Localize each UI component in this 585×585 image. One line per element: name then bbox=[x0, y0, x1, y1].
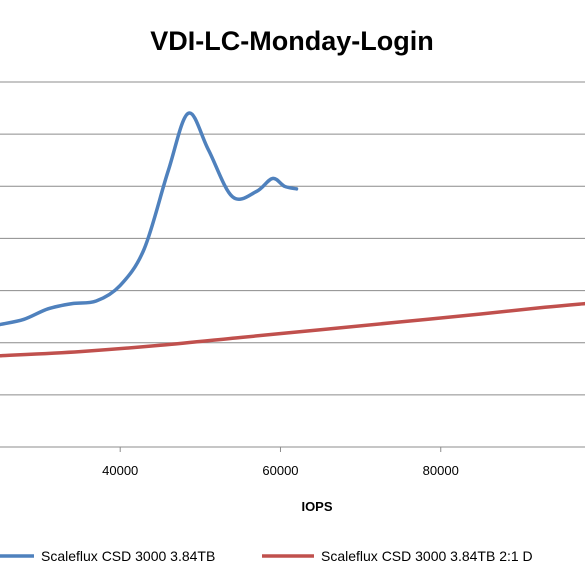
chart-title: VDI-LC-Monday-Login bbox=[150, 26, 433, 56]
legend-label-2: Scaleflux CSD 3000 3.84TB 2:1 D bbox=[321, 548, 533, 564]
x-tick-label: 80000 bbox=[423, 463, 459, 478]
x-tick-labels: 40000 60000 80000 bbox=[102, 447, 459, 478]
series-line-1 bbox=[0, 111, 299, 327]
gridlines bbox=[0, 81, 585, 448]
series-line-2 bbox=[0, 301, 585, 358]
legend: Scaleflux CSD 3000 3.84TB Scaleflux CSD 3… bbox=[0, 548, 533, 564]
x-axis-label: IOPS bbox=[301, 499, 332, 514]
series-lines bbox=[0, 111, 585, 358]
legend-label-1: Scaleflux CSD 3000 3.84TB bbox=[41, 548, 215, 564]
x-tick-label: 60000 bbox=[262, 463, 298, 478]
x-tick-label: 40000 bbox=[102, 463, 138, 478]
